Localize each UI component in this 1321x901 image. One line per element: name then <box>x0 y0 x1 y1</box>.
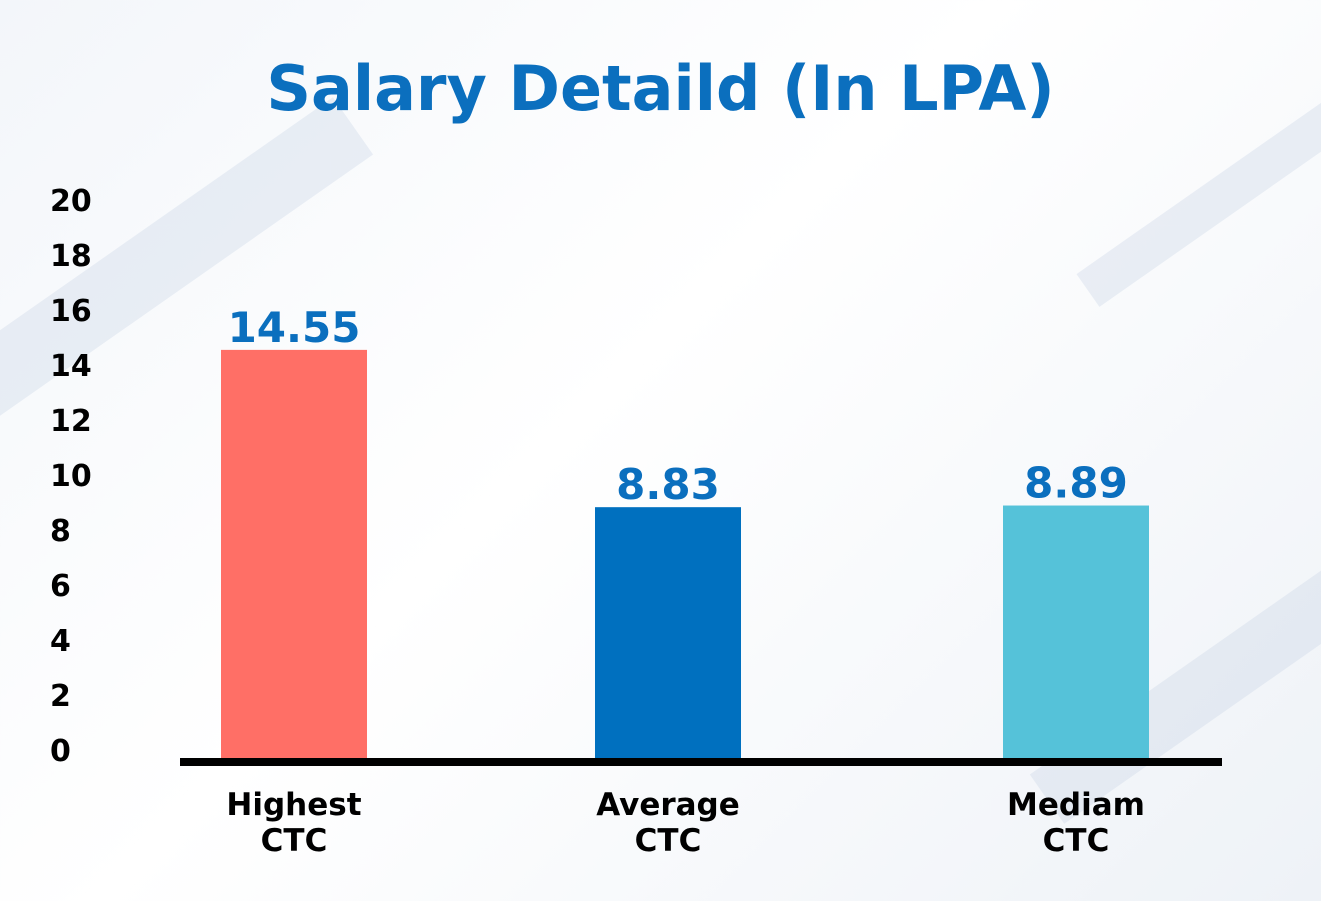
x-tick-label: Average <box>596 787 740 823</box>
data-label: 8.89 <box>1024 459 1128 508</box>
chart-title: Salary Detaild (In LPA) <box>266 52 1055 125</box>
y-tick-label: 8 <box>50 514 71 549</box>
y-tick-label: 18 <box>50 239 92 274</box>
y-tick-label: 0 <box>50 734 71 769</box>
bar <box>1003 505 1149 758</box>
y-tick-label: 12 <box>50 404 92 439</box>
bar <box>221 349 367 758</box>
data-label: 14.55 <box>228 303 361 352</box>
y-tick-label: 6 <box>50 569 71 604</box>
x-tick-label: Highest <box>226 787 361 823</box>
y-tick-label: 4 <box>50 624 71 659</box>
y-tick-label: 20 <box>50 184 92 219</box>
x-tick-label: CTC <box>261 823 328 859</box>
x-tick-label: CTC <box>635 823 702 859</box>
x-tick-label: CTC <box>1043 823 1110 859</box>
y-tick-label: 14 <box>50 349 92 384</box>
y-tick-label: 16 <box>50 294 92 329</box>
bar <box>595 507 741 758</box>
x-tick-label: Mediam <box>1007 787 1145 823</box>
y-tick-label: 10 <box>50 459 92 494</box>
data-label: 8.83 <box>616 460 720 509</box>
y-tick-label: 2 <box>50 679 71 714</box>
